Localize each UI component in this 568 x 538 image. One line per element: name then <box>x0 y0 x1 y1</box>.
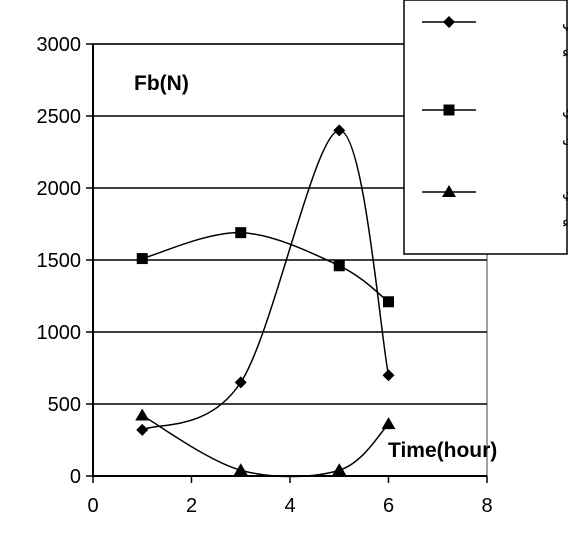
data-point-square <box>383 296 394 308</box>
legend: تبريد طبيعي بالهواء تبريد قسري بالزيت تبريد … <box>403 0 568 255</box>
legend-label: بالهواء <box>562 44 568 61</box>
data-point-triangle <box>332 463 347 476</box>
series-line <box>142 231 389 303</box>
x-tick-label: 2 <box>186 495 197 517</box>
y-tick-label: 2000 <box>37 178 82 200</box>
data-point-triangle <box>233 463 248 476</box>
legend-label: تبريد قسري <box>562 102 568 119</box>
y-tick-label: 3000 <box>37 34 82 56</box>
data-point-diamond <box>333 124 346 137</box>
y-tick-label: 1000 <box>37 322 82 344</box>
x-tick-label: 8 <box>481 495 492 517</box>
data-point-square <box>235 227 247 239</box>
x-tick-label: 0 <box>87 495 98 517</box>
y-tick-label: 1500 <box>37 250 82 272</box>
series-line <box>141 129 390 431</box>
legend-label: تبريد طبيعي <box>562 14 568 31</box>
data-point-square <box>136 253 148 265</box>
data-point-triangle <box>381 417 396 430</box>
legend-marker-diamond <box>443 16 455 28</box>
x-axis-label: Time(hour) <box>388 439 497 462</box>
data-point-diamond <box>382 369 395 382</box>
x-tick-label: 4 <box>284 495 295 517</box>
legend-label: بالماء <box>562 214 568 231</box>
legend-label: بالزيت <box>562 132 568 149</box>
legend-label: تبريد قسري <box>562 184 568 201</box>
series-1 <box>136 124 395 436</box>
y-tick-label: 0 <box>70 466 81 488</box>
y-tick-label: 2500 <box>37 106 82 128</box>
data-point-square <box>333 260 345 272</box>
series-layer <box>135 124 396 478</box>
x-tick-label: 6 <box>383 495 394 517</box>
legend-marker-triangle <box>442 185 456 197</box>
y-tick-label: 500 <box>48 394 81 416</box>
data-point-triangle <box>135 408 150 421</box>
legend-box <box>403 0 568 255</box>
data-point-diamond <box>234 376 247 389</box>
data-point-diamond <box>136 423 149 436</box>
y-axis-label: Fb(N) <box>134 72 189 95</box>
legend-marker-square <box>443 104 455 116</box>
series-2 <box>136 227 394 308</box>
axes: 0 500 1000 1500 2000 2500 3000 0 2 4 6 8 <box>37 34 493 517</box>
